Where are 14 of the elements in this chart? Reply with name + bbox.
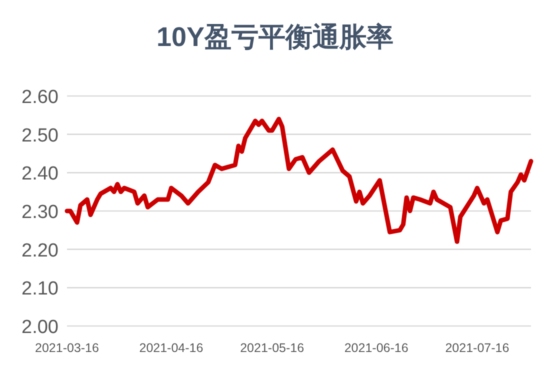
x-tick-label: 2021-05-16 [240, 341, 304, 355]
y-tick-label: 2.20 [22, 240, 58, 262]
y-tick-label: 2.50 [22, 125, 58, 146]
y-tick-label: 2.00 [22, 317, 58, 338]
x-tick-label: 2021-07-16 [445, 341, 510, 355]
line-series [64, 116, 534, 244]
y-tick-label: 2.30 [22, 202, 58, 223]
x-tick-label: 2021-06-16 [344, 341, 408, 355]
x-tick-label: 2021-04-16 [139, 341, 204, 355]
y-tick-label: 2.10 [22, 278, 58, 300]
y-tick-label: 2.60 [22, 87, 58, 108]
x-tick-label: 2021-03-16 [35, 341, 100, 355]
y-tick-label: 2.40 [22, 164, 58, 185]
chart-title: 10Y盈亏平衡通胀率 [156, 22, 394, 52]
